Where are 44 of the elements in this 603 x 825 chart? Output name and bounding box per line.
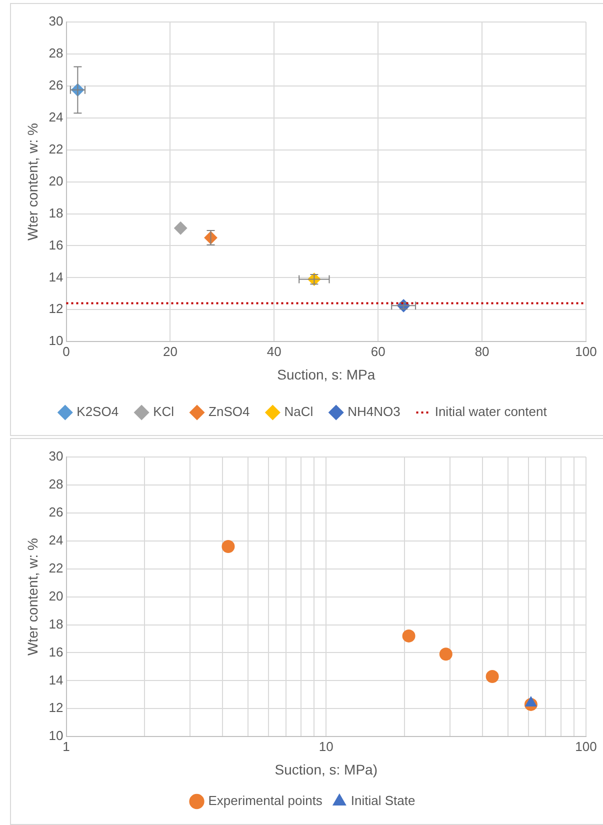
y-tick-label: 14 [48, 269, 64, 284]
y-tick-label: 20 [48, 588, 64, 604]
y-tick-label: 28 [48, 46, 64, 61]
y-tick-label: 30 [48, 448, 64, 464]
y-tick-label: 12 [48, 700, 64, 716]
y-axis-title: Wter content, w: % [24, 538, 40, 656]
legend-label: Initial water content [434, 404, 548, 420]
x-tick-label: 1 [62, 738, 70, 754]
y-tick-label: 26 [48, 504, 64, 520]
x-axis-title: Suction, s: MPa) [274, 761, 378, 778]
y-tick-label: 22 [48, 560, 64, 576]
x-tick-label: 10 [318, 738, 334, 754]
y-tick-label: 18 [48, 616, 64, 632]
legend-label: NH4NO3 [348, 404, 400, 420]
x-tick-label: 40 [266, 344, 282, 359]
y-tick-label: 24 [48, 109, 64, 124]
y-tick-label: 24 [48, 532, 64, 548]
y-tick-label: 22 [48, 141, 64, 156]
y-tick-label: 16 [48, 644, 64, 660]
legend-label: KCl [153, 404, 174, 420]
legend-label: K2SO4 [76, 404, 119, 420]
y-tick-label: 10 [48, 333, 64, 348]
legend-label: Experimental points [208, 793, 323, 808]
x-tick-label: 60 [370, 344, 386, 359]
y-tick-label: 12 [48, 301, 64, 316]
x-tick-label: 20 [162, 344, 178, 359]
y-axis-title: Wter content, w: % [24, 123, 40, 241]
y-tick-label: 28 [48, 476, 64, 492]
x-tick-label: 80 [474, 344, 490, 359]
y-tick-label: 14 [48, 672, 64, 688]
x-tick-label: 100 [575, 738, 597, 754]
legend-label: ZnSO4 [208, 404, 250, 420]
y-tick-label: 20 [48, 173, 64, 188]
y-tick-label: 10 [48, 728, 64, 744]
point [174, 222, 188, 235]
y-tick-label: 18 [48, 205, 64, 220]
x-axis-title: Suction, s: MPa [277, 366, 376, 382]
legend-label: Initial State [350, 793, 416, 808]
legend-label: NaCl [284, 404, 314, 420]
x-tick-label: 0 [62, 344, 70, 359]
y-tick-label: 26 [48, 78, 64, 92]
x-tick-label: 100 [575, 344, 597, 359]
y-tick-label: 16 [48, 237, 64, 252]
y-tick-label: 30 [48, 14, 64, 29]
